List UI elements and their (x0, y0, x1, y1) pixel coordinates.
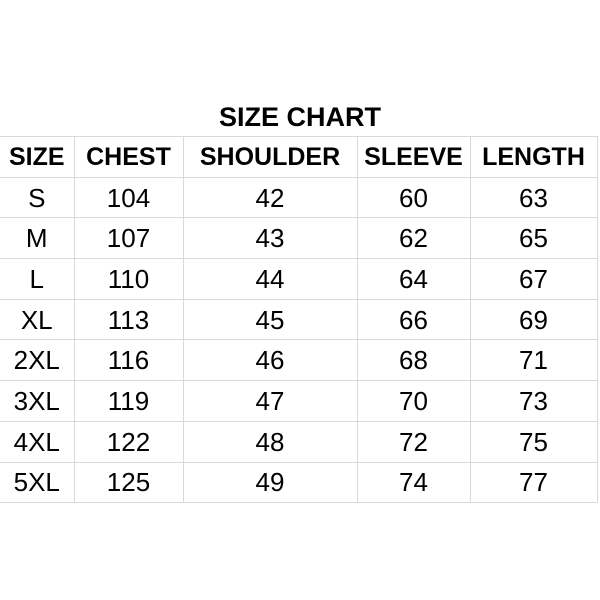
cell-sleeve: 64 (356, 258, 471, 300)
table-row: M 107 43 62 65 (0, 217, 598, 260)
cell-sleeve: 66 (356, 298, 471, 341)
cell-sleeve: 72 (356, 420, 471, 463)
header-length: LENGTH (469, 136, 598, 178)
header-sleeve: SLEEVE (356, 136, 471, 178)
table-row: 5XL 125 49 74 77 (0, 461, 598, 504)
cell-sleeve: 68 (356, 339, 471, 382)
cell-chest: 113 (73, 298, 184, 341)
cell-shoulder: 46 (182, 339, 358, 382)
cell-shoulder: 45 (182, 298, 358, 341)
cell-length: 65 (469, 217, 598, 260)
cell-shoulder: 48 (182, 420, 358, 463)
cell-size: M (0, 217, 75, 260)
cell-chest: 122 (73, 420, 184, 463)
cell-chest: 119 (73, 380, 184, 422)
cell-sleeve: 62 (356, 217, 471, 260)
cell-sleeve: 60 (356, 176, 471, 219)
cell-size: L (0, 258, 75, 300)
cell-shoulder: 42 (182, 176, 358, 219)
header-row: SIZE CHEST SHOULDER SLEEVE LENGTH (0, 136, 598, 178)
header-chest: CHEST (73, 136, 184, 178)
table-row: 4XL 122 48 72 75 (0, 420, 598, 463)
cell-size: XL (0, 298, 75, 341)
cell-shoulder: 49 (182, 461, 358, 504)
cell-sleeve: 70 (356, 380, 471, 422)
cell-length: 63 (469, 176, 598, 219)
cell-chest: 104 (73, 176, 184, 219)
cell-chest: 107 (73, 217, 184, 260)
cell-size: 4XL (0, 420, 75, 463)
cell-chest: 125 (73, 461, 184, 504)
cell-length: 73 (469, 380, 598, 422)
table-row: 2XL 116 46 68 71 (0, 339, 598, 382)
cell-shoulder: 47 (182, 380, 358, 422)
cell-length: 71 (469, 339, 598, 382)
cell-size: 5XL (0, 461, 75, 504)
cell-size: 3XL (0, 380, 75, 422)
cell-length: 75 (469, 420, 598, 463)
table-row: XL 113 45 66 69 (0, 298, 598, 341)
cell-chest: 110 (73, 258, 184, 300)
table-row: 3XL 119 47 70 73 (0, 380, 598, 422)
cell-length: 67 (469, 258, 598, 300)
cell-length: 69 (469, 298, 598, 341)
table-row: S 104 42 60 63 (0, 176, 598, 219)
cell-shoulder: 43 (182, 217, 358, 260)
header-shoulder: SHOULDER (182, 136, 358, 178)
cell-size: 2XL (0, 339, 75, 382)
size-chart-table: SIZE CHEST SHOULDER SLEEVE LENGTH S 104 42 60 63 M… (0, 136, 598, 504)
cell-shoulder: 44 (182, 258, 358, 300)
header-size: SIZE (0, 136, 75, 178)
cell-chest: 116 (73, 339, 184, 382)
table-row: L 110 44 64 67 (0, 258, 598, 300)
cell-size: S (0, 176, 75, 219)
cell-length: 77 (469, 461, 598, 504)
size-chart-title: SIZE CHART (219, 102, 381, 132)
cell-sleeve: 74 (356, 461, 471, 504)
